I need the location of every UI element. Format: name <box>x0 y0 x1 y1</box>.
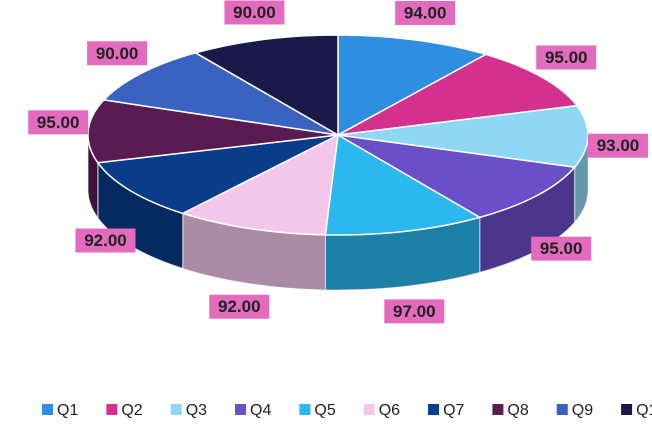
slice <box>193 34 339 137</box>
legend-swatch <box>428 404 440 415</box>
data-label: 92.00 <box>218 297 261 316</box>
slice <box>102 52 339 136</box>
slice <box>324 133 482 236</box>
legend-label: Q4 <box>250 402 271 419</box>
label-bg <box>587 133 648 158</box>
data-label: 92.00 <box>84 231 127 250</box>
slice <box>96 134 339 215</box>
label-bg <box>536 45 597 70</box>
side-shade <box>88 135 98 218</box>
data-label: 95.00 <box>545 48 588 67</box>
legend-label: Q9 <box>572 402 593 419</box>
legend-swatch <box>299 404 311 415</box>
slice <box>87 99 339 164</box>
legend-label: Q10 <box>636 402 652 419</box>
label-bg <box>209 294 270 319</box>
legend-label: Q2 <box>121 402 142 419</box>
legend-label: Q3 <box>186 402 207 419</box>
data-label: 90.00 <box>96 44 139 63</box>
legend-swatch <box>235 404 247 415</box>
side-shade <box>574 135 588 223</box>
data-label: 95.00 <box>37 113 80 132</box>
label-bg <box>384 299 445 324</box>
label-bg <box>224 0 285 25</box>
label-bg <box>87 41 148 66</box>
data-label: 94.00 <box>404 3 447 22</box>
legend-swatch <box>106 404 118 415</box>
legend-swatch <box>170 404 182 415</box>
slice <box>337 134 577 219</box>
side-shade <box>479 167 575 273</box>
legend-label: Q6 <box>379 402 400 419</box>
legend-label: Q5 <box>314 402 335 419</box>
legend-swatch <box>492 404 504 415</box>
legend-swatch <box>42 404 53 415</box>
label-bg <box>395 0 456 25</box>
label-bg <box>28 110 89 135</box>
side-shade <box>325 217 480 290</box>
slice <box>337 53 579 136</box>
data-label: 90.00 <box>233 3 276 22</box>
legend-label: Q7 <box>443 402 464 419</box>
legend-label: Q8 <box>507 402 528 419</box>
label-bg <box>75 228 136 253</box>
slice <box>180 133 339 236</box>
label-bg <box>531 236 592 261</box>
legend-swatch <box>556 404 568 415</box>
legend-label: Q1 <box>57 402 78 419</box>
legend-swatch <box>363 404 375 415</box>
side-shade <box>182 213 326 290</box>
data-label: 95.00 <box>540 239 583 258</box>
side-shade <box>97 162 183 269</box>
data-label: 97.00 <box>393 302 436 321</box>
data-label: 93.00 <box>597 136 640 155</box>
slice <box>337 34 488 137</box>
legend-swatch <box>621 404 633 415</box>
